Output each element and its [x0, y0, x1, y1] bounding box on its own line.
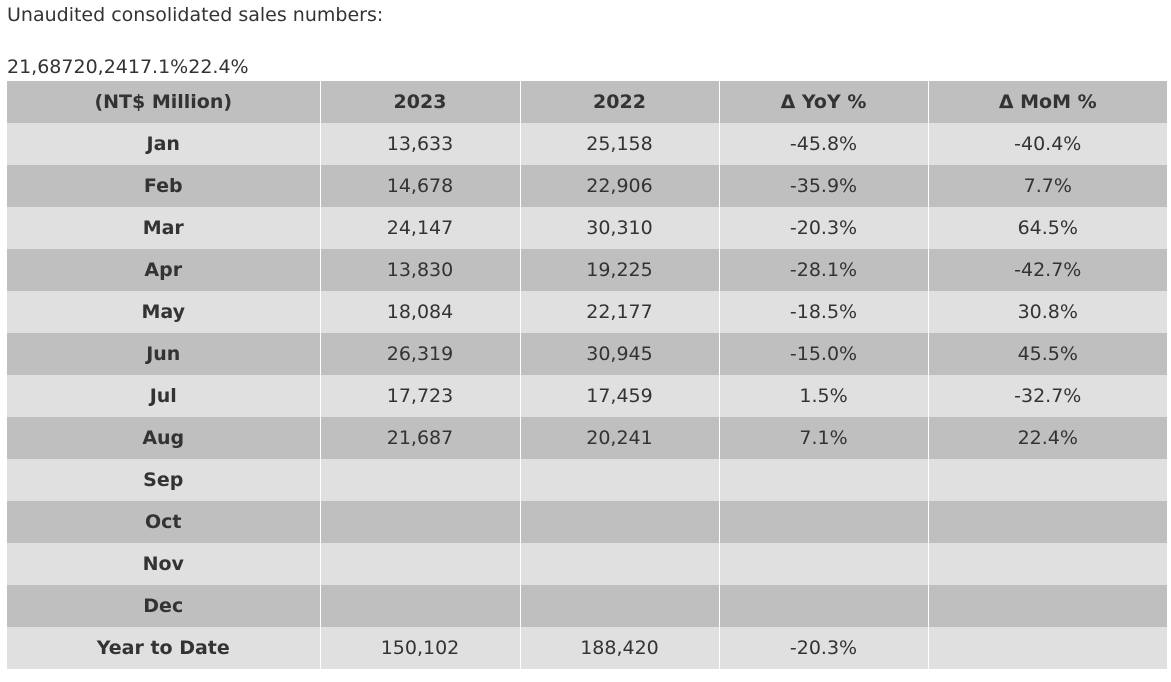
value-2022-cell: 30,945	[520, 333, 720, 375]
value-2022-cell: 20,241	[520, 417, 720, 459]
yoy-cell	[719, 543, 929, 585]
value-2023-cell: 24,147	[320, 207, 521, 249]
value-2022-cell: 25,158	[520, 123, 720, 165]
yoy-cell: -15.0%	[719, 333, 929, 375]
total-2023: 150,102	[320, 627, 521, 669]
value-2022-cell	[520, 459, 720, 501]
table-row: Jun 26,319 30,945 -15.0% 45.5%	[7, 333, 1167, 375]
value-2022-cell: 30,310	[520, 207, 720, 249]
value-2022-cell	[520, 501, 720, 543]
yoy-cell: -18.5%	[719, 291, 929, 333]
table-row: Oct	[7, 501, 1167, 543]
month-cell: Oct	[7, 501, 321, 543]
table-row: Dec	[7, 585, 1167, 627]
header-row: (NT$ Million) 2023 2022 Δ YoY % Δ MoM %	[7, 81, 1167, 123]
month-cell: Jun	[7, 333, 321, 375]
month-cell: May	[7, 291, 321, 333]
mom-cell	[928, 459, 1167, 501]
month-cell: Apr	[7, 249, 321, 291]
sales-table: (NT$ Million) 2023 2022 Δ YoY % Δ MoM % …	[7, 81, 1167, 669]
value-2022-cell	[520, 543, 720, 585]
header-2023: 2023	[320, 81, 521, 123]
value-2022-cell: 17,459	[520, 375, 720, 417]
month-cell: Mar	[7, 207, 321, 249]
value-2023-cell	[320, 501, 521, 543]
value-2022-cell: 19,225	[520, 249, 720, 291]
mom-cell: -32.7%	[928, 375, 1167, 417]
table-row: Nov	[7, 543, 1167, 585]
value-2023-cell: 14,678	[320, 165, 521, 207]
value-2022-cell: 22,177	[520, 291, 720, 333]
yoy-cell	[719, 459, 929, 501]
value-2023-cell: 17,723	[320, 375, 521, 417]
yoy-cell: -28.1%	[719, 249, 929, 291]
header-yoy: Δ YoY %	[719, 81, 929, 123]
month-cell: Dec	[7, 585, 321, 627]
intro-text: Unaudited consolidated sales numbers:	[7, 4, 384, 26]
table-row: Apr 13,830 19,225 -28.1% -42.7%	[7, 249, 1167, 291]
table-row: May 18,084 22,177 -18.5% 30.8%	[7, 291, 1167, 333]
value-2023-cell: 26,319	[320, 333, 521, 375]
table-body: Jan 13,633 25,158 -45.8% -40.4% Feb 14,678 22,9…	[7, 123, 1167, 669]
total-row: Year to Date 150,102 188,420 -20.3%	[7, 627, 1167, 669]
header-2022: 2022	[520, 81, 720, 123]
value-2022-cell	[520, 585, 720, 627]
value-2023-cell	[320, 543, 521, 585]
table-row: Sep	[7, 459, 1167, 501]
value-2022-cell: 22,906	[520, 165, 720, 207]
mom-cell	[928, 585, 1167, 627]
stray-text: 21,68720,2417.1%22.4%	[7, 56, 249, 78]
yoy-cell: 1.5%	[719, 375, 929, 417]
value-2023-cell	[320, 585, 521, 627]
mom-cell: -42.7%	[928, 249, 1167, 291]
yoy-cell: -45.8%	[719, 123, 929, 165]
header-unit: (NT$ Million)	[7, 81, 321, 123]
yoy-cell	[719, 501, 929, 543]
month-cell: Feb	[7, 165, 321, 207]
mom-cell: 64.5%	[928, 207, 1167, 249]
month-cell: Jul	[7, 375, 321, 417]
total-label: Year to Date	[7, 627, 321, 669]
total-mom	[928, 627, 1167, 669]
value-2023-cell: 13,633	[320, 123, 521, 165]
month-cell: Jan	[7, 123, 321, 165]
month-cell: Nov	[7, 543, 321, 585]
yoy-cell: -35.9%	[719, 165, 929, 207]
value-2023-cell: 21,687	[320, 417, 521, 459]
total-yoy: -20.3%	[719, 627, 929, 669]
yoy-cell	[719, 585, 929, 627]
mom-cell: 30.8%	[928, 291, 1167, 333]
month-cell: Aug	[7, 417, 321, 459]
value-2023-cell: 13,830	[320, 249, 521, 291]
yoy-cell: 7.1%	[719, 417, 929, 459]
value-2023-cell	[320, 459, 521, 501]
table-row: Mar 24,147 30,310 -20.3% 64.5%	[7, 207, 1167, 249]
yoy-cell: -20.3%	[719, 207, 929, 249]
mom-cell: 45.5%	[928, 333, 1167, 375]
table-row: Aug 21,687 20,241 7.1% 22.4%	[7, 417, 1167, 459]
value-2023-cell: 18,084	[320, 291, 521, 333]
mom-cell	[928, 543, 1167, 585]
month-cell: Sep	[7, 459, 321, 501]
mom-cell: -40.4%	[928, 123, 1167, 165]
mom-cell	[928, 501, 1167, 543]
table-row: Jul 17,723 17,459 1.5% -32.7%	[7, 375, 1167, 417]
table-row: Feb 14,678 22,906 -35.9% 7.7%	[7, 165, 1167, 207]
total-2022: 188,420	[520, 627, 720, 669]
mom-cell: 22.4%	[928, 417, 1167, 459]
table-row: Jan 13,633 25,158 -45.8% -40.4%	[7, 123, 1167, 165]
header-mom: Δ MoM %	[928, 81, 1167, 123]
mom-cell: 7.7%	[928, 165, 1167, 207]
